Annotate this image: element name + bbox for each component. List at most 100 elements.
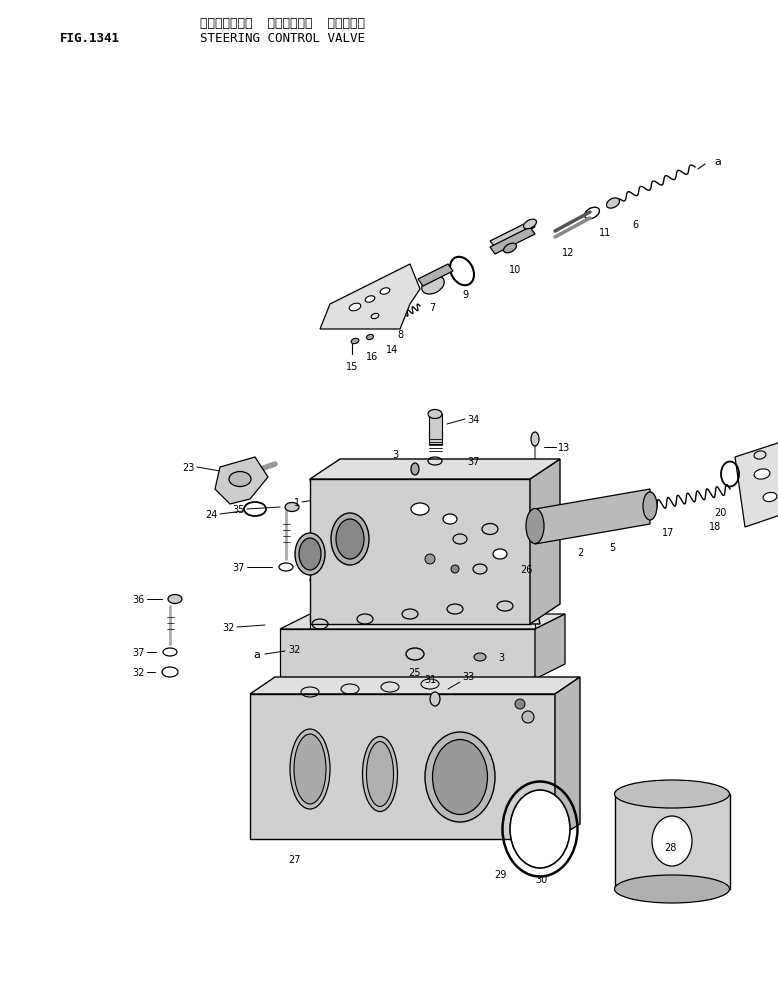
Polygon shape (310, 479, 530, 624)
Text: 28: 28 (664, 842, 676, 852)
Ellipse shape (643, 492, 657, 521)
Ellipse shape (336, 520, 364, 559)
Ellipse shape (443, 515, 457, 525)
Ellipse shape (380, 289, 390, 295)
Text: STEERING CONTROL VALVE: STEERING CONTROL VALVE (200, 32, 365, 45)
Polygon shape (418, 264, 453, 287)
Text: 13: 13 (558, 443, 570, 453)
Ellipse shape (229, 472, 251, 487)
Ellipse shape (503, 244, 517, 253)
Polygon shape (310, 580, 540, 624)
Ellipse shape (422, 277, 444, 295)
Text: 34: 34 (467, 414, 479, 425)
Text: 1: 1 (294, 498, 300, 508)
Text: 20: 20 (713, 508, 726, 518)
Ellipse shape (294, 735, 326, 805)
Text: 16: 16 (366, 352, 378, 362)
Text: 32: 32 (223, 622, 235, 632)
Ellipse shape (607, 198, 619, 209)
Circle shape (425, 554, 435, 564)
Ellipse shape (285, 503, 299, 512)
Ellipse shape (531, 433, 539, 447)
Text: 15: 15 (345, 362, 358, 372)
Text: 6: 6 (632, 220, 638, 230)
Text: 29: 29 (494, 869, 506, 880)
Ellipse shape (290, 730, 330, 810)
Text: 18: 18 (709, 522, 721, 531)
Ellipse shape (411, 463, 419, 475)
Ellipse shape (411, 504, 429, 516)
Text: 36: 36 (133, 595, 145, 604)
Text: ステアリング゛  コントロール  ハ゛ルフ゛: ステアリング゛ コントロール ハ゛ルフ゛ (200, 17, 365, 30)
Ellipse shape (493, 549, 507, 559)
Polygon shape (555, 677, 580, 839)
Ellipse shape (366, 741, 394, 807)
Text: 23: 23 (183, 462, 195, 472)
Ellipse shape (428, 410, 442, 419)
Polygon shape (490, 222, 535, 247)
Polygon shape (530, 459, 560, 624)
Text: 31: 31 (424, 674, 436, 684)
Text: 2: 2 (576, 547, 584, 557)
Text: 35: 35 (233, 505, 245, 515)
Polygon shape (280, 629, 535, 679)
Text: 8: 8 (397, 329, 403, 339)
Circle shape (515, 699, 525, 709)
Ellipse shape (295, 533, 325, 576)
Text: 24: 24 (205, 510, 218, 520)
Ellipse shape (425, 733, 495, 822)
Polygon shape (535, 614, 565, 679)
Text: 32: 32 (289, 644, 301, 655)
Ellipse shape (522, 711, 534, 724)
Bar (429, 414, 442, 445)
Polygon shape (215, 458, 268, 505)
Text: 3: 3 (392, 450, 398, 459)
Text: 37: 37 (132, 648, 145, 658)
Text: 14: 14 (386, 345, 398, 355)
Text: 25: 25 (408, 668, 421, 677)
Polygon shape (310, 479, 540, 529)
Text: 26: 26 (520, 564, 532, 575)
Text: 10: 10 (509, 264, 521, 275)
Ellipse shape (363, 737, 398, 811)
Ellipse shape (615, 780, 730, 809)
Text: FIG.1341: FIG.1341 (60, 32, 120, 45)
Text: 32: 32 (132, 668, 145, 677)
Ellipse shape (299, 538, 321, 571)
Ellipse shape (433, 740, 488, 814)
Text: 37: 37 (467, 457, 479, 466)
Ellipse shape (366, 335, 373, 340)
Ellipse shape (474, 654, 486, 662)
Ellipse shape (331, 514, 369, 565)
Circle shape (451, 565, 459, 574)
Text: 7: 7 (429, 303, 435, 313)
Ellipse shape (430, 692, 440, 706)
Text: 27: 27 (289, 854, 301, 864)
Ellipse shape (615, 876, 730, 903)
Ellipse shape (754, 469, 770, 479)
Text: 9: 9 (462, 290, 468, 300)
Text: 11: 11 (599, 228, 612, 238)
Text: 30: 30 (535, 875, 547, 884)
Ellipse shape (526, 509, 544, 544)
Polygon shape (490, 228, 535, 254)
Text: 5: 5 (609, 542, 615, 552)
Text: a: a (254, 650, 261, 660)
Ellipse shape (168, 595, 182, 603)
Polygon shape (310, 459, 560, 479)
Ellipse shape (652, 816, 692, 866)
Ellipse shape (365, 297, 375, 303)
Text: 17: 17 (662, 528, 675, 537)
Polygon shape (735, 440, 778, 528)
Text: 12: 12 (562, 247, 574, 257)
Text: 33: 33 (462, 671, 475, 681)
Polygon shape (250, 677, 580, 694)
Text: 3: 3 (498, 653, 504, 663)
Polygon shape (615, 794, 730, 889)
Polygon shape (280, 614, 565, 629)
Ellipse shape (349, 304, 361, 312)
Polygon shape (320, 264, 420, 329)
Ellipse shape (763, 493, 777, 502)
Text: a: a (714, 157, 721, 167)
Ellipse shape (510, 790, 570, 868)
